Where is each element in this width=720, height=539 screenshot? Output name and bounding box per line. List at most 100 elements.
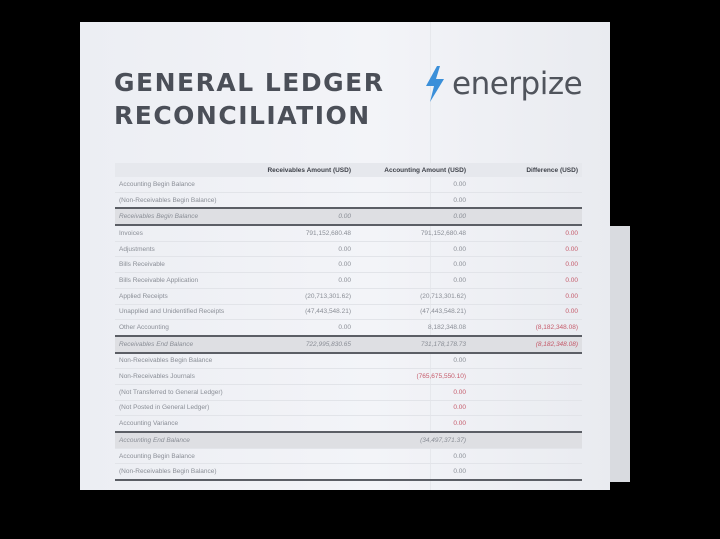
cell-label: (Not Posted in General Ledger) [115, 400, 240, 417]
cell-accounting: 0.00 [355, 352, 470, 370]
cell-difference [470, 415, 582, 434]
lightning-icon [426, 66, 444, 102]
cell-difference [470, 432, 582, 449]
table-row: Accounting Begin Balance 0.00 [115, 177, 582, 193]
table-row: Accounting Variance 0.00 [115, 415, 582, 434]
cell-accounting: 0.00 [355, 384, 470, 401]
cell-accounting: 0.00 [355, 448, 470, 465]
logo: enerpize [424, 66, 583, 102]
table-row: Unapplied and Unidentified Receipts (47,4… [115, 304, 582, 321]
cell-receivables: 722,995,830.65 [240, 335, 355, 354]
header-difference: Difference (USD) [470, 163, 582, 177]
page-title: GENERAL LEDGER RECONCILIATION [114, 68, 385, 130]
table-row: Non-Receivables Journals (765,675,550.10) [115, 368, 582, 385]
cell-label: Receivables End Balance [115, 335, 240, 354]
cell-difference [470, 208, 582, 227]
cell-receivables [240, 448, 355, 465]
cell-accounting: 0.00 [355, 192, 470, 210]
cell-receivables: (20,713,301.62) [240, 288, 355, 305]
table-row: Bills Receivable Application 0.00 0.00 0.00 [115, 272, 582, 289]
cell-accounting: 731,178,178.73 [355, 335, 470, 354]
cell-receivables: 0.00 [240, 208, 355, 227]
cell-accounting: (34,497,371.37) [355, 432, 470, 449]
cell-difference [470, 192, 582, 210]
cell-label: Accounting Variance [115, 415, 240, 434]
cell-accounting: 0.00 [355, 256, 470, 274]
cell-label: Accounting Begin Balance [115, 177, 240, 193]
cell-difference [470, 448, 582, 465]
cell-label: Other Accounting [115, 319, 240, 337]
cell-receivables [240, 400, 355, 417]
cell-receivables: 0.00 [240, 272, 355, 289]
cell-accounting: 0.00 [355, 177, 470, 193]
cell-accounting: (765,675,550.10) [355, 368, 470, 385]
table-row: (Not Posted in General Ledger) 0.00 [115, 400, 582, 417]
cell-accounting: 0.00 [355, 241, 470, 258]
table-row: Receivables End Balance 722,995,830.65 731… [115, 335, 582, 354]
cell-label: Accounting End Balance [115, 432, 240, 449]
table-row: Other Accounting 0.00 8,182,348.08 (8,182,3… [115, 319, 582, 337]
cell-difference: (8,182,348.08) [470, 335, 582, 354]
cell-receivables [240, 463, 355, 482]
cell-receivables [240, 192, 355, 210]
cell-accounting: 0.00 [355, 463, 470, 482]
header-label [115, 163, 240, 177]
cell-difference: 0.00 [470, 225, 582, 242]
cell-accounting: 8,182,348.08 [355, 319, 470, 337]
cell-accounting: 0.00 [355, 208, 470, 227]
cell-difference [470, 177, 582, 193]
cell-label: (Non-Receivables Begin Balance) [115, 463, 240, 482]
header-accounting: Accounting Amount (USD) [355, 163, 470, 177]
cell-difference [470, 400, 582, 417]
cell-receivables [240, 384, 355, 401]
table-row: (Not Transferred to General Ledger) 0.00 [115, 384, 582, 401]
cell-receivables [240, 432, 355, 449]
cell-accounting: (47,443,548.21) [355, 304, 470, 321]
cell-difference [470, 352, 582, 370]
cell-accounting: 791,152,680.48 [355, 225, 470, 242]
cell-label: (Non-Receivables Begin Balance) [115, 192, 240, 210]
table-header: Receivables Amount (USD) Accounting Amou… [115, 163, 582, 177]
cell-difference: 0.00 [470, 304, 582, 321]
header-receivables: Receivables Amount (USD) [240, 163, 355, 177]
cell-difference: (8,182,348.08) [470, 319, 582, 337]
cell-label: Adjustments [115, 241, 240, 258]
cell-receivables [240, 415, 355, 434]
cell-label: Non-Receivables Begin Balance [115, 352, 240, 370]
cell-receivables: (47,443,548.21) [240, 304, 355, 321]
table-row: (Non-Receivables Begin Balance) 0.00 [115, 192, 582, 210]
cell-label: Accounting Begin Balance [115, 448, 240, 465]
table-row: (Non-Receivables Begin Balance) 0.00 [115, 463, 582, 482]
table-row: Adjustments 0.00 0.00 0.00 [115, 241, 582, 258]
table-row: Invoices 791,152,680.48 791,152,680.48 0.00 [115, 225, 582, 242]
cell-difference [470, 463, 582, 482]
cell-receivables: 791,152,680.48 [240, 225, 355, 242]
cell-receivables: 0.00 [240, 319, 355, 337]
cell-difference [470, 368, 582, 385]
table-row: Applied Receipts (20,713,301.62) (20,713,3… [115, 288, 582, 305]
cell-label: Receivables Begin Balance [115, 208, 240, 227]
cell-receivables [240, 177, 355, 193]
cell-label: Unapplied and Unidentified Receipts [115, 304, 240, 321]
cell-label: (Not Transferred to General Ledger) [115, 384, 240, 401]
cell-label: Non-Receivables Journals [115, 368, 240, 385]
cell-accounting: 0.00 [355, 272, 470, 289]
table-row: Accounting Begin Balance 0.00 [115, 448, 582, 465]
cell-accounting: (20,713,301.62) [355, 288, 470, 305]
cell-difference: 0.00 [470, 241, 582, 258]
document-page: GENERAL LEDGER RECONCILIATION enerpize R… [80, 22, 610, 490]
cell-difference: 0.00 [470, 288, 582, 305]
cell-accounting: 0.00 [355, 400, 470, 417]
table-row: Bills Receivable 0.00 0.00 0.00 [115, 256, 582, 274]
cell-receivables [240, 352, 355, 370]
cell-label: Bills Receivable [115, 256, 240, 274]
cell-label: Invoices [115, 225, 240, 242]
cell-difference: 0.00 [470, 256, 582, 274]
cell-accounting: 0.00 [355, 415, 470, 434]
cell-receivables: 0.00 [240, 241, 355, 258]
table-row: Receivables Begin Balance 0.00 0.00 [115, 208, 582, 227]
cell-label: Applied Receipts [115, 288, 240, 305]
reconciliation-table: Receivables Amount (USD) Accounting Amou… [115, 163, 582, 482]
cell-label: Bills Receivable Application [115, 272, 240, 289]
cell-receivables: 0.00 [240, 256, 355, 274]
